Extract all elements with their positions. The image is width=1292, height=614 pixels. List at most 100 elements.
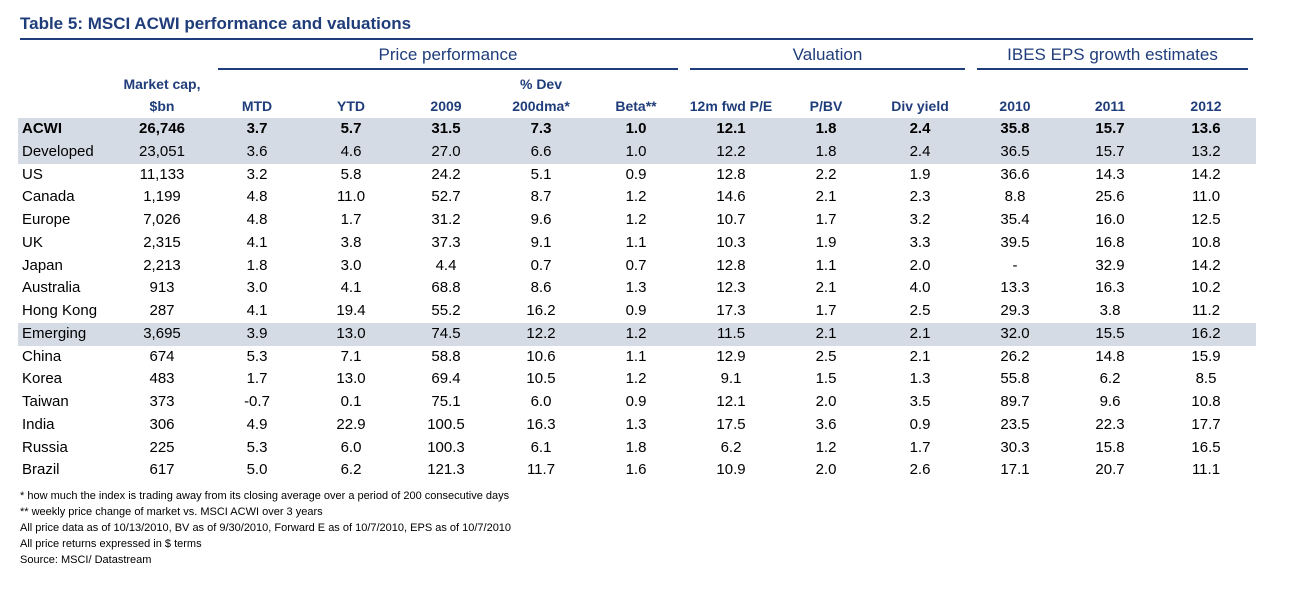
cell: 36.6 — [1000, 165, 1030, 183]
cell: 2.1 — [815, 188, 837, 206]
cell: 16.8 — [1095, 233, 1125, 251]
cell: 8.8 — [1004, 188, 1026, 206]
cell: 2,315 — [143, 233, 181, 251]
cell: 74.5 — [431, 324, 461, 342]
row-label: China — [22, 347, 62, 365]
footnote: Source: MSCI/ Datastream — [20, 554, 152, 566]
cell: 373 — [149, 393, 175, 410]
cell: 11.1 — [1191, 461, 1221, 479]
cell: 6.2 — [720, 438, 742, 456]
cell: 37.3 — [431, 233, 461, 251]
cell: 1.9 — [909, 165, 931, 183]
cell: 16.0 — [1095, 211, 1125, 228]
cell: 1.7 — [246, 370, 268, 388]
cell: 7.1 — [340, 347, 362, 365]
cell: 483 — [149, 370, 175, 388]
column-header: 2009 — [430, 98, 462, 114]
cell: 16.3 — [1095, 279, 1125, 297]
group-header: Valuation — [792, 45, 863, 64]
cell: 11.7 — [526, 461, 556, 479]
cell: 11.0 — [336, 188, 366, 206]
cell: 0.9 — [625, 165, 647, 183]
cell: 306 — [149, 415, 175, 433]
cell: 19.4 — [336, 302, 366, 319]
cell: 3.8 — [1099, 302, 1121, 319]
cell: 31.5 — [431, 120, 461, 137]
cell: 10.9 — [716, 461, 746, 479]
cell: 4.1 — [246, 233, 268, 251]
cell: 5.3 — [246, 438, 268, 456]
cell: 69.4 — [431, 370, 461, 388]
cell: 5.3 — [246, 347, 268, 365]
cell: 4.1 — [340, 279, 362, 297]
cell: 25.6 — [1095, 188, 1125, 206]
cell: 2.1 — [815, 324, 837, 342]
cell: 617 — [149, 461, 175, 479]
cell: 55.2 — [431, 302, 461, 319]
footnote: ** weekly price change of market vs. MSC… — [20, 506, 323, 518]
cell: 6.0 — [340, 438, 362, 456]
column-header: 2011 — [1094, 98, 1126, 114]
cell: 36.5 — [1000, 142, 1030, 160]
cell: 2,213 — [143, 256, 181, 274]
cell: 1.3 — [625, 415, 647, 433]
column-header: Div yield — [891, 98, 949, 114]
cell: 5.7 — [340, 120, 362, 137]
cell: 11.0 — [1191, 188, 1221, 206]
cell: 913 — [149, 279, 175, 297]
group-rule — [690, 68, 965, 70]
cell: 16.5 — [1191, 438, 1221, 456]
cell: 2.6 — [909, 461, 931, 479]
cell: 0.9 — [909, 415, 931, 433]
footnote: All price data as of 10/13/2010, BV as o… — [20, 522, 512, 534]
title-rule — [20, 38, 1253, 40]
cell: 4.4 — [435, 256, 457, 274]
column-header: Market cap, — [123, 76, 201, 92]
row-label: Japan — [22, 256, 63, 274]
cell: 14.2 — [1191, 165, 1221, 183]
cell: 1.5 — [815, 370, 837, 388]
cell: 3.9 — [246, 324, 268, 342]
cell: 17.1 — [1000, 461, 1030, 479]
cell: 89.7 — [1000, 393, 1030, 410]
cell: 225 — [149, 438, 175, 456]
cell: 26,746 — [139, 120, 185, 137]
row-label: Australia — [22, 279, 81, 297]
cell: 17.7 — [1191, 415, 1221, 433]
row-label: India — [22, 415, 55, 433]
cell: 20.7 — [1095, 461, 1125, 479]
cell: 12.1 — [716, 120, 746, 137]
cell: 5.0 — [246, 461, 268, 479]
cell: 10.6 — [526, 347, 556, 365]
cell: 1.1 — [625, 233, 647, 251]
column-header: 12m fwd P/E — [689, 98, 773, 114]
column-header: YTD — [337, 98, 365, 114]
cell: 1.2 — [625, 324, 647, 342]
cell: 58.8 — [431, 347, 461, 365]
cell: 4.6 — [340, 142, 362, 160]
cell: 10.8 — [1191, 393, 1221, 410]
cell: 3.2 — [246, 165, 268, 183]
cell: 0.7 — [530, 256, 552, 274]
cell: 16.3 — [526, 415, 556, 433]
cell: 100.5 — [427, 415, 465, 433]
row-label: Canada — [22, 188, 75, 206]
column-header: 2012 — [1190, 98, 1222, 114]
cell: 39.5 — [1000, 233, 1030, 251]
cell: 1.1 — [625, 347, 647, 365]
cell: 75.1 — [431, 393, 461, 410]
cell: 1.0 — [625, 142, 647, 160]
row-label: Korea — [22, 370, 63, 388]
column-header: 2010 — [999, 98, 1031, 114]
cell: 0.9 — [625, 393, 647, 410]
cell: 22.3 — [1095, 415, 1125, 433]
column-header: Beta** — [615, 98, 657, 114]
cell: 9.6 — [1099, 393, 1121, 410]
cell: 6.2 — [340, 461, 362, 479]
cell: 3.5 — [909, 393, 931, 410]
cell: 2.5 — [815, 347, 837, 365]
cell: 1.2 — [625, 188, 647, 206]
cell: 23.5 — [1000, 415, 1030, 433]
cell: 9.6 — [530, 211, 552, 228]
